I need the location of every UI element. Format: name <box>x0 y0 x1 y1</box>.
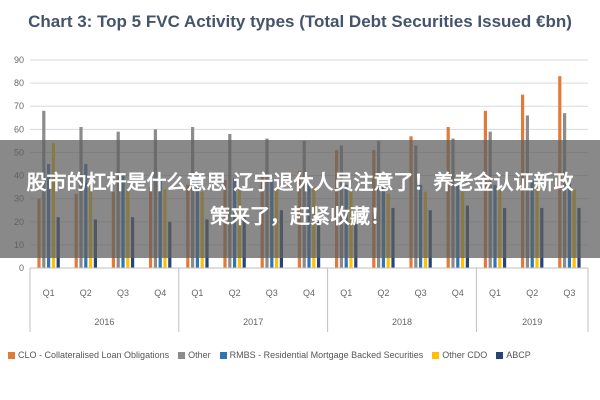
x-tick-label: Q4 <box>154 288 166 298</box>
x-tick-label: Q3 <box>266 288 278 298</box>
y-tick-label: 60 <box>14 124 24 134</box>
legend-item: CLO - Collateralised Loan Obligations <box>8 350 169 360</box>
legend-swatch <box>8 351 15 359</box>
x-tick-label: Q1 <box>43 288 55 298</box>
legend-swatch <box>178 351 186 359</box>
y-tick-label: 90 <box>14 55 24 65</box>
x-tick-label: Q2 <box>526 288 538 298</box>
legend-label: RMBS - Residential Mortgage Backed Secur… <box>229 350 424 360</box>
x-tick-label: Q4 <box>452 288 464 298</box>
y-tick-label: 0 <box>19 263 24 273</box>
x-tick-label: Q3 <box>563 288 575 298</box>
legend-label: Other CDO <box>442 350 488 360</box>
x-tick-label: Q1 <box>489 288 501 298</box>
x-group-label: 2016 <box>94 317 114 327</box>
legend-swatch <box>432 351 440 359</box>
y-tick-label: 80 <box>14 78 24 88</box>
legend-swatch <box>496 351 504 359</box>
legend-swatch <box>219 351 227 359</box>
legend-label: ABCP <box>506 350 531 360</box>
x-tick-label: Q3 <box>117 288 129 298</box>
x-tick-label: Q3 <box>415 288 427 298</box>
x-tick-label: Q2 <box>377 288 389 298</box>
legend-item: Other <box>178 350 211 360</box>
x-tick-label: Q2 <box>229 288 241 298</box>
chart-legend: CLO - Collateralised Loan Obligations Oth… <box>8 350 598 360</box>
x-group-label: 2018 <box>392 317 412 327</box>
x-group-label: 2019 <box>522 317 542 327</box>
x-tick-label: Q1 <box>340 288 352 298</box>
legend-label: Other <box>188 350 211 360</box>
headline-banner[interactable]: 股市的杠杆是什么意思 辽宁退休人员注意了！养老金认证新政策来了，赶紧收藏！ <box>0 140 600 258</box>
chart-title: Chart 3: Top 5 FVC Activity types (Total… <box>28 12 572 31</box>
x-tick-label: Q4 <box>303 288 315 298</box>
x-tick-label: Q2 <box>80 288 92 298</box>
headline-text[interactable]: 股市的杠杆是什么意思 辽宁退休人员注意了！养老金认证新政策来了，赶紧收藏！ <box>26 170 574 228</box>
x-tick-label: Q1 <box>191 288 203 298</box>
y-tick-label: 70 <box>14 101 24 111</box>
legend-label: CLO - Collateralised Loan Obligations <box>18 350 170 360</box>
legend-item: ABCP <box>496 350 531 360</box>
legend-item: Other CDO <box>432 350 487 360</box>
x-group-label: 2017 <box>243 317 263 327</box>
legend-item: RMBS - Residential Mortgage Backed Secur… <box>219 350 424 360</box>
